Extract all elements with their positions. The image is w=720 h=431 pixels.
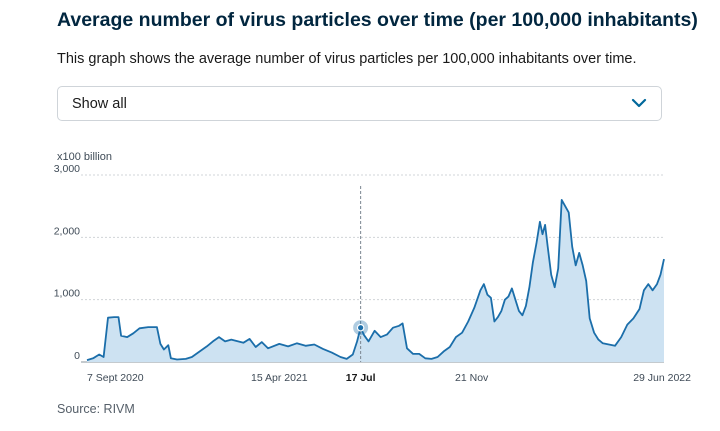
area-chart: 0 1,000 2,000 3,000 7 Sept 2020 15 Apr 2021 1…	[54, 163, 691, 384]
y-tick-label: 0	[74, 350, 80, 362]
highlight-marker[interactable]	[356, 323, 365, 332]
x-tick-label: 29 Jun 2022	[633, 372, 691, 384]
series-filter-dropdown[interactable]: Show all	[57, 86, 662, 121]
source-note: Source: RIVM	[57, 402, 135, 416]
chart-description: This graph shows the average number of v…	[57, 51, 637, 67]
y-tick-label: 1,000	[54, 288, 80, 300]
y-axis-unit-label: x100 billion	[57, 151, 113, 163]
x-tick-label: 17 Jul	[346, 372, 376, 384]
chevron-down-icon	[631, 98, 647, 108]
series-filter-selected: Show all	[72, 96, 127, 112]
y-tick-labels: 0 1,000 2,000 3,000	[54, 163, 80, 362]
x-tick-label: 7 Sept 2020	[87, 372, 144, 384]
series-area-layer	[86, 199, 665, 362]
series-area	[87, 199, 664, 362]
y-tick-label: 2,000	[54, 225, 80, 237]
y-tick-label: 3,000	[54, 163, 80, 175]
x-tick-label: 15 Apr 2021	[251, 372, 308, 384]
x-tick-labels: 7 Sept 2020 15 Apr 2021 17 Jul 21 Nov 29 Jun…	[87, 372, 691, 384]
series-line	[86, 199, 665, 361]
highlight-layer	[353, 186, 369, 362]
x-tick-label: 21 Nov	[455, 372, 489, 384]
chart-title: Average number of virus particles over t…	[57, 9, 698, 31]
